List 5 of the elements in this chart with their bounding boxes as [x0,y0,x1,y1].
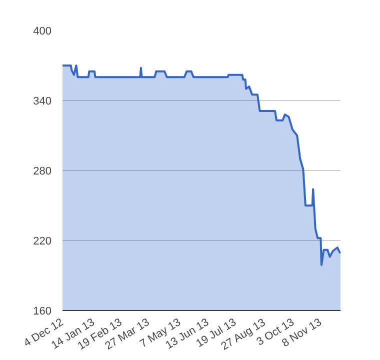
y-tick-label: 160 [33,306,52,318]
y-tick-label: 280 [33,166,52,178]
y-tick-label: 220 [33,236,52,248]
y-tick-label: 400 [33,26,52,38]
y-tick-label: 340 [33,96,52,108]
